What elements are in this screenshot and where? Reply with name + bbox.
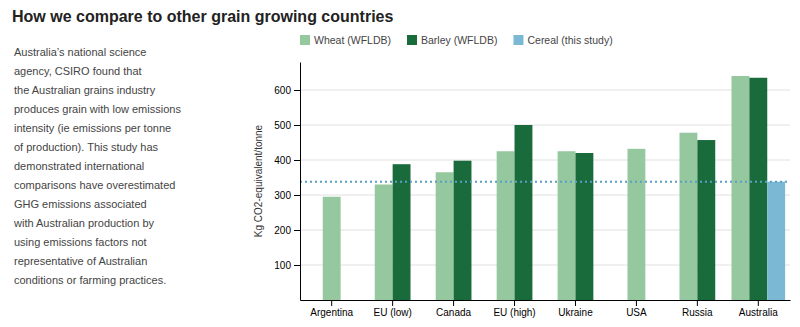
x-tick-label: USA: [626, 307, 647, 318]
x-tick-label: Canada: [436, 307, 471, 318]
legend-label: Cereal (this study): [527, 34, 612, 46]
x-tick-label: Ukraine: [558, 307, 593, 318]
grid-line: [300, 230, 790, 231]
bar: [436, 172, 454, 300]
y-tick: 300: [274, 190, 300, 201]
reference-line: [300, 181, 790, 183]
legend-label: Barley (WFLDB): [421, 34, 497, 46]
grid-line: [300, 90, 790, 91]
annotation: GHG emissions associated: [14, 198, 147, 210]
x-tick-mark: [636, 300, 637, 306]
bar: [697, 140, 715, 300]
annotation: representative of Australian: [14, 255, 147, 267]
annotation: intensity (ie emissions per tonne: [14, 122, 171, 134]
y-tick-mark: [294, 195, 300, 196]
y-tick: 100: [274, 260, 300, 271]
bar: [393, 164, 411, 300]
bar: [767, 182, 785, 300]
x-tick-label: EU (high): [493, 307, 535, 318]
x-tick-label: Australia: [739, 307, 778, 318]
x-tick-mark: [575, 300, 576, 306]
marks: [300, 76, 790, 300]
y-tick-mark: [294, 125, 300, 126]
x-tick-mark: [697, 300, 698, 306]
legend-swatch: [407, 35, 417, 45]
bar: [749, 78, 767, 300]
grid-line: [300, 125, 790, 126]
x-tick: EU (high): [493, 300, 535, 318]
y-tick-label: 100: [274, 260, 291, 271]
annotation: with Australian production by: [13, 217, 155, 229]
annotation: demonstrated international: [14, 160, 144, 172]
bar: [731, 76, 749, 300]
y-axis: 100 200 300 400 500 600: [274, 63, 300, 301]
x-axis: Argentina EU (low) Canada EU (high) Ukraine U…: [301, 300, 791, 318]
y-tick-mark: [294, 90, 300, 91]
grid-line: [300, 160, 790, 161]
bar: [375, 185, 393, 301]
y-tick-label: 500: [274, 120, 291, 131]
annotation: using emissions factors not: [14, 236, 147, 248]
x-tick: Ukraine: [558, 300, 593, 318]
y-tick: 200: [274, 225, 300, 236]
x-tick: Argentina: [310, 300, 353, 318]
bar: [497, 151, 515, 300]
y-tick-label: 200: [274, 225, 291, 236]
annotation: of production). This study has: [14, 141, 159, 153]
y-tick: 400: [274, 155, 300, 166]
x-tick-mark: [331, 300, 332, 306]
annotation: agency, CSIRO found that: [14, 65, 142, 77]
x-axis-line: [301, 300, 791, 301]
annotation: produces grain with low emissions: [14, 103, 181, 115]
bar: [575, 153, 593, 300]
y-axis-title: Kg CO2-equivalent/tonne: [253, 124, 264, 237]
annotation: the Australian grains industry: [14, 84, 156, 96]
y-tick: 600: [274, 85, 300, 96]
x-tick-mark: [392, 300, 393, 306]
x-tick: EU (low): [373, 300, 411, 318]
x-tick-label: Argentina: [310, 307, 353, 318]
bar: [515, 125, 533, 300]
y-tick-label: 600: [274, 85, 291, 96]
x-tick: USA: [626, 300, 647, 318]
annotation: conditions or farming practices.: [14, 274, 166, 286]
x-tick: Russia: [682, 300, 713, 318]
legend-swatch: [513, 35, 523, 45]
y-tick-mark: [294, 265, 300, 266]
annotation: comparisons have overestimated: [14, 179, 175, 191]
x-tick: Canada: [436, 300, 471, 318]
y-tick: 500: [274, 120, 300, 131]
bar: [627, 149, 645, 300]
bar: [558, 151, 576, 300]
x-tick-mark: [758, 300, 759, 306]
title: How we compare to other grain growing co…: [12, 8, 393, 25]
y-tick-label: 300: [274, 190, 291, 201]
x-tick-mark: [453, 300, 454, 306]
annotation: Australia’s national science: [14, 46, 146, 58]
grid-line: [300, 265, 790, 266]
legend-label: Wheat (WFLDB): [314, 34, 391, 46]
legend: Wheat (WFLDB) Barley (WFLDB) Cereal (this …: [300, 34, 613, 46]
x-tick-label: Russia: [682, 307, 713, 318]
grid-line: [300, 195, 790, 196]
legend-swatch: [300, 35, 310, 45]
y-axis-line: [300, 63, 301, 301]
y-tick-label: 400: [274, 155, 291, 166]
x-tick: Australia: [739, 300, 778, 318]
x-tick-mark: [514, 300, 515, 306]
body-text: Australia’s national science agency, CSIR…: [13, 46, 181, 286]
bar: [323, 197, 341, 300]
grid: [300, 90, 790, 265]
x-tick-label: EU (low): [373, 307, 411, 318]
bar: [679, 133, 697, 300]
y-tick-mark: [294, 160, 300, 161]
y-tick-mark: [294, 230, 300, 231]
chart: How we compare to other grain growing co…: [0, 0, 800, 327]
